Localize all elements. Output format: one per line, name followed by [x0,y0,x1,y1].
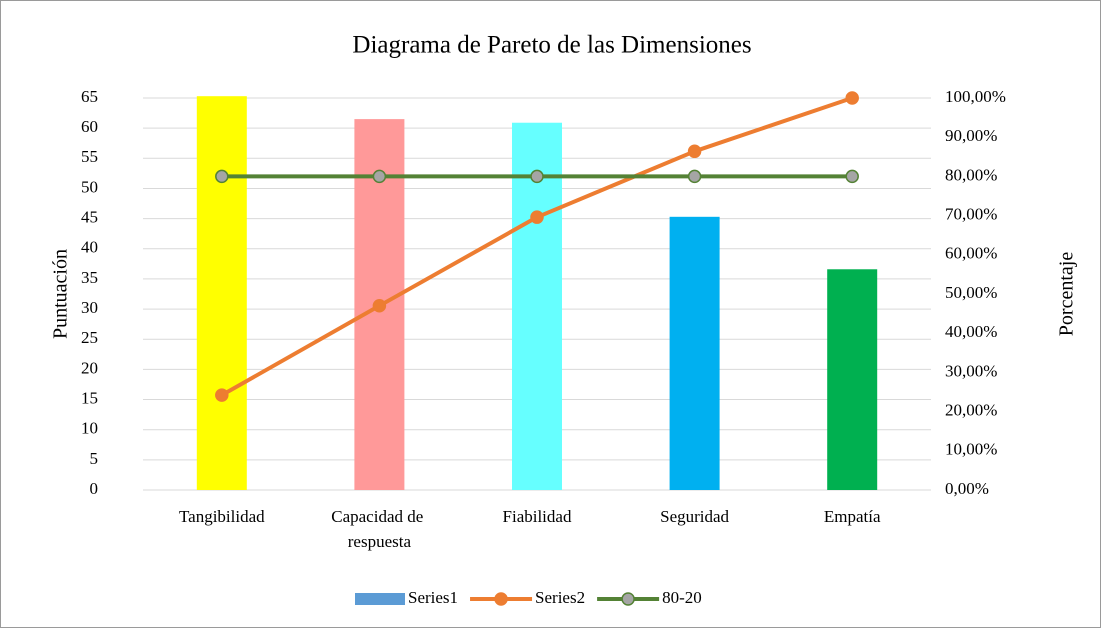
y2-tick-label: 0,00% [945,479,989,498]
y2-tick-label: 50,00% [945,283,997,302]
y2-tick-label: 30,00% [945,361,997,380]
x-tick-label: Tangibilidad [179,507,265,526]
y2-tick-label: 100,00% [945,87,1006,106]
y2-tick-label: 60,00% [945,244,997,263]
legend-label: Series1 [408,588,458,607]
line-marker [530,169,544,184]
y-tick-label: 30 [81,298,98,317]
y-tick-label: 50 [81,177,98,196]
line-marker [687,144,702,159]
line-marker [372,169,387,184]
line-marker [215,169,229,184]
y-tick-label: 60 [81,117,98,136]
y-tick-label: 5 [90,449,99,468]
y2-tick-label: 20,00% [945,401,997,420]
y2-tick-label: 40,00% [945,322,997,341]
legend-label: Series2 [535,588,585,607]
legend-swatch [355,593,405,605]
line-marker [530,210,544,224]
bar [196,96,247,491]
x-tick-label: Capacidad de respuesta [331,507,427,551]
y-tick-label: 40 [81,238,98,257]
legend-label: 80-20 [662,588,702,607]
y-tick-label: 15 [81,388,98,407]
y-tick-label: 20 [81,358,98,377]
y-tick-label: 0 [90,479,99,498]
y-tick-label: 55 [81,147,98,166]
y2-axis-title: Porcentaje [1056,252,1078,337]
chart-title: Diagrama de Pareto de las Dimensiones [352,32,751,59]
line-marker [372,299,387,313]
bar [669,216,720,490]
y2-tick-label: 90,00% [945,126,997,145]
line-marker [687,169,702,184]
y-axis-title: Puntuación [50,249,72,339]
line-marker [215,388,229,402]
y-tick-label: 35 [81,268,98,287]
y-tick-label: 10 [81,419,98,438]
x-tick-label: Fiabilidad [503,507,572,526]
legend-marker [621,592,635,606]
y2-tick-label: 80,00% [945,165,997,184]
y-tick-label: 45 [81,208,98,227]
legend-marker [494,592,508,606]
x-tick-label: Empatía [824,507,881,526]
line-marker [845,91,859,105]
y2-tick-label: 70,00% [945,205,997,224]
bar [512,122,562,491]
line-marker [845,169,859,184]
y-tick-label: 65 [81,87,98,106]
x-tick-label: Seguridad [660,507,729,526]
y2-tick-label: 10,00% [945,440,997,459]
bar [827,269,878,490]
y-tick-label: 25 [81,328,98,347]
